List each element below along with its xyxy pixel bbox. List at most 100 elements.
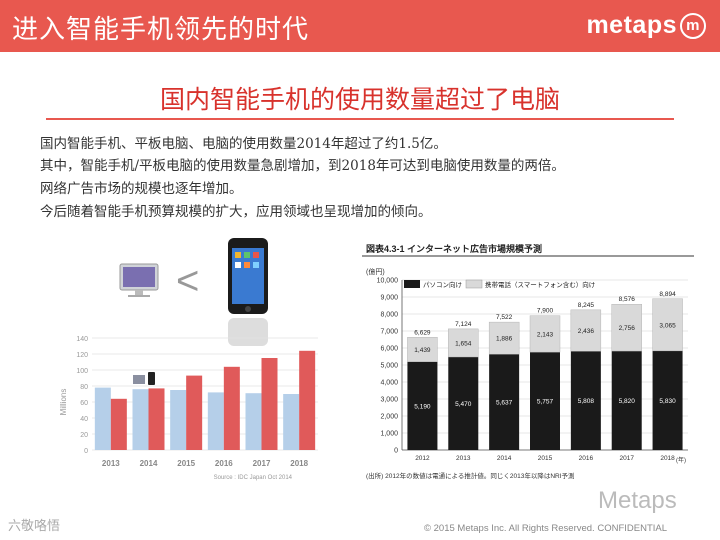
- bar-series-1: [170, 390, 187, 450]
- smartphone-icon: [228, 238, 268, 314]
- y-tick-label: 6,000: [380, 346, 398, 353]
- bar-pc: [530, 352, 560, 450]
- y-tick-label: 100: [76, 368, 88, 375]
- x-tick-label: 2012: [415, 455, 430, 462]
- desktop-computer-icon: [119, 263, 159, 297]
- y-axis-label: Millions: [59, 389, 68, 416]
- data-label-total: 8,576: [619, 296, 636, 303]
- bar-mobile: [407, 337, 438, 362]
- logo-text: metaps: [586, 11, 677, 39]
- y-tick-label: 5,000: [380, 363, 398, 370]
- bar-series-1: [245, 393, 262, 450]
- x-tick-label: 2014: [140, 459, 158, 468]
- bar-series-1: [94, 387, 111, 450]
- bar-pc: [570, 351, 601, 450]
- body-line-4: 今后随着智能手机预算规模的扩大，应用领域也呈现增加的倾向。: [40, 204, 432, 220]
- data-label-pc: 5,820: [619, 398, 636, 405]
- slide-title: 进入智能手机领先的时代: [12, 15, 310, 45]
- y-tick-label: 20: [80, 432, 88, 439]
- y-tick-label: 7,000: [380, 329, 398, 336]
- bar-pc: [407, 361, 438, 450]
- y-tick-label: 40: [80, 416, 88, 423]
- data-label-total: 8,245: [578, 302, 595, 309]
- legend-label-mobile: 携帯電話（スマートフォン含む）向け: [485, 280, 595, 289]
- y-tick-label: 80: [80, 384, 88, 391]
- data-label-pc: 5,830: [659, 398, 676, 405]
- y-tick-label: 60: [80, 400, 88, 407]
- mini-devices-icon: [133, 372, 155, 385]
- chart-source: Source : IDC Japan Oct 2014: [214, 475, 293, 481]
- footer-copyright: © 2015 Metaps Inc. All Rights Reserved. …: [424, 523, 668, 534]
- legend-swatch-pc: [404, 280, 420, 288]
- body-line-1: 国内智能手机、平板电脑、电脑的使用数量2014年超过了约1.5亿。: [40, 136, 447, 152]
- bar-series-2: [110, 398, 127, 450]
- bar-pc: [489, 354, 520, 450]
- data-label-mobile: 2,143: [537, 331, 554, 338]
- body-line-3: 网络广告市场的规模也逐年增加。: [40, 181, 243, 197]
- bar-mobile: [488, 321, 520, 355]
- x-tick-label: 2018: [290, 459, 308, 468]
- y-tick-label: 3,000: [380, 397, 398, 404]
- bar-series-2: [148, 388, 165, 450]
- y-tick-label: 10,000: [377, 278, 399, 285]
- main-title: 国内智能手机的使用数量超过了电脑: [159, 85, 560, 114]
- y-tick-label: 120: [76, 352, 88, 359]
- bar-mobile: [611, 304, 642, 352]
- bar-mobile: [529, 315, 561, 353]
- data-label-total: 7,522: [496, 314, 513, 321]
- title-divider: [46, 118, 674, 120]
- x-tick-label: 2016: [579, 455, 594, 462]
- x-tick-label: 2013: [102, 459, 120, 468]
- bar-series-2: [299, 350, 316, 450]
- x-tick-label: 2014: [497, 455, 512, 462]
- body-line-2: 其中，智能手机/平板电脑的使用数量急剧增加，到2018年可达到电脑使用数量的两倍…: [40, 158, 565, 174]
- legend-label-pc: パソコン向け: [423, 280, 462, 289]
- bar-series-2: [261, 358, 278, 450]
- data-label-mobile: 2,436: [578, 328, 595, 335]
- data-label-mobile: 1,886: [496, 336, 513, 343]
- unit-label: (億円): [366, 267, 385, 276]
- legend-swatch-mobile: [465, 279, 483, 289]
- watermark-right: Metaps: [598, 487, 677, 514]
- data-label-total: 8,894: [659, 291, 676, 298]
- device-usage-bar-chart: 0 20 40 60 80 100 120 140 2013 2014 2015 2016 2017 2…: [59, 336, 318, 481]
- y-tick-label: 2,000: [380, 414, 398, 421]
- data-label-total: 7,900: [537, 308, 554, 315]
- x-tick-label: 2015: [538, 455, 553, 462]
- comparison-symbol: <: [176, 259, 199, 303]
- bar-series-1: [132, 389, 149, 450]
- x-unit-label: (年): [676, 456, 686, 464]
- bar-series-1: [207, 392, 224, 450]
- y-tick-label: 0: [394, 448, 398, 455]
- x-tick-label: 2018: [660, 455, 675, 462]
- data-label-mobile: 1,654: [455, 340, 472, 347]
- bar-pc: [448, 357, 479, 450]
- chart-title: 図表4.3-1 インターネット広告市場規模予測: [366, 243, 542, 254]
- header-bar: 进入智能手机领先的时代 metaps m: [0, 0, 720, 52]
- x-tick-label: 2013: [456, 455, 471, 462]
- bar-series-2: [186, 375, 203, 450]
- y-tick-label: 0: [84, 448, 88, 455]
- metaps-logo: metaps m: [586, 11, 706, 40]
- bar-series-1: [283, 394, 300, 450]
- bar-pc: [652, 350, 683, 450]
- data-label-pc: 5,808: [578, 398, 595, 405]
- x-tick-label: 2015: [177, 459, 195, 468]
- y-tick-label: 8,000: [380, 312, 398, 319]
- data-label-pc: 5,637: [496, 400, 513, 407]
- watermark-left: 六敬咯悟: [8, 519, 61, 534]
- chart-note: (出所) 2012年の数値は電通による推計値。同じく2013年以降はNRI予測: [366, 471, 575, 480]
- smartphone-reflection: [228, 318, 268, 346]
- bar-series-2: [223, 366, 240, 450]
- data-label-pc: 5,190: [414, 403, 431, 410]
- y-tick-label: 9,000: [380, 295, 398, 302]
- internet-ad-market-chart: 図表4.3-1 インターネット広告市場規模予測 (億円) 0 1,000 2,000…: [362, 238, 694, 522]
- y-tick-label: 1,000: [380, 431, 398, 438]
- bar-mobile: [570, 309, 602, 352]
- bar-mobile: [448, 328, 479, 358]
- x-tick-label: 2017: [619, 455, 634, 462]
- x-tick-label: 2017: [253, 459, 271, 468]
- chart-legend: パソコン向け 携帯電話（スマートフォン含む）向け: [404, 279, 595, 289]
- logo-mark: m: [680, 13, 706, 40]
- bar-mobile: [652, 298, 683, 352]
